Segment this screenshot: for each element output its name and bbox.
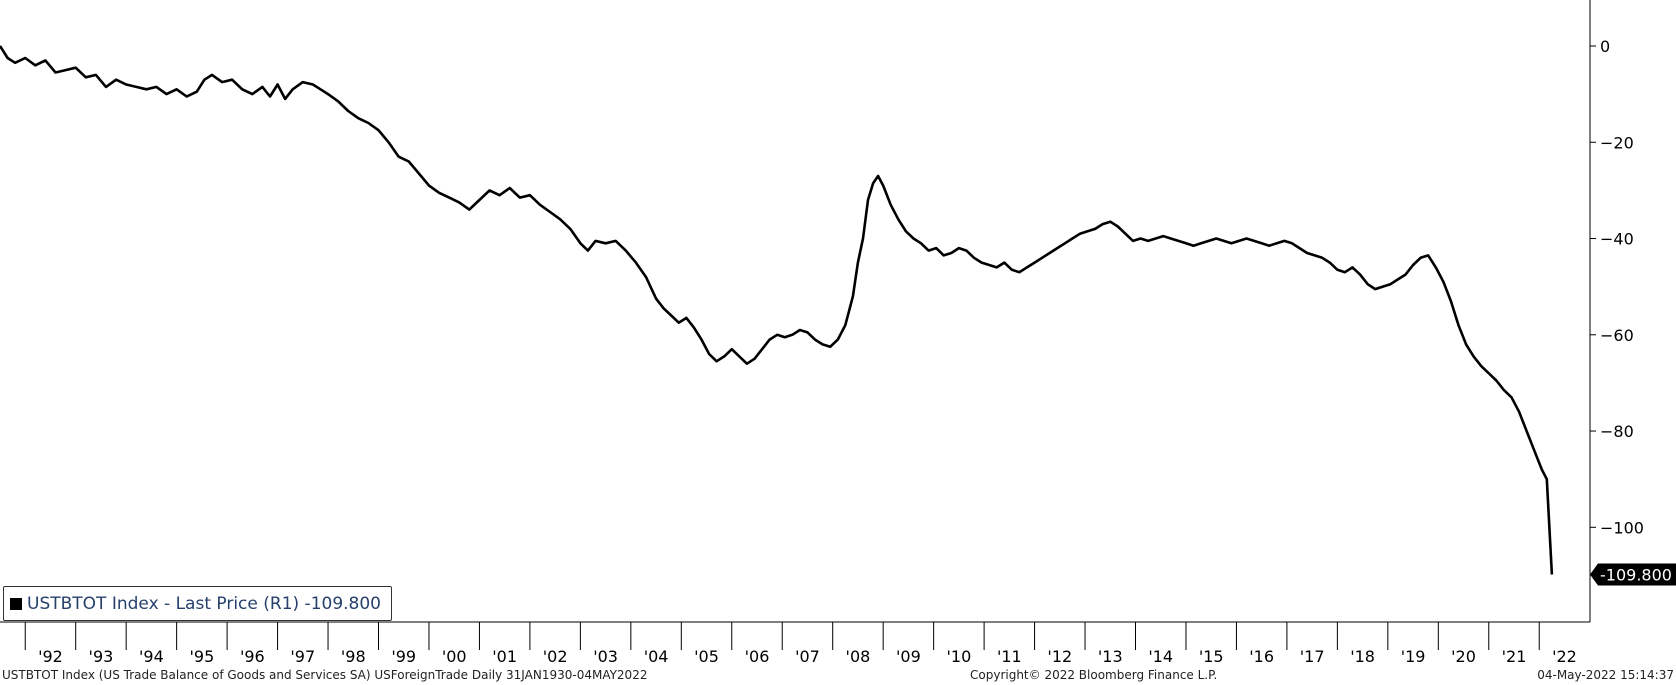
x-tick-label: '18 [1350,647,1375,666]
x-tick-label: '03 [593,647,618,666]
x-tick-label: '17 [1300,647,1325,666]
legend-series-label: USTBTOT Index - Last Price (R1) -109.800 [27,593,381,614]
y-tick-label: −60 [1600,326,1634,345]
x-tick-label: '06 [745,647,770,666]
x-tick-label: '12 [1047,647,1072,666]
x-tick-label: '97 [290,647,315,666]
x-tick-label: '15 [1199,647,1224,666]
x-tick-label: '07 [795,647,820,666]
x-tick-label: '00 [442,647,467,666]
y-axis: 0 −20 −40 −60 −80 −100 -109.800 [1589,0,1676,622]
y-tick-label: −80 [1600,422,1634,441]
y-tick-label: 0 [1600,37,1610,56]
x-tick-label: '11 [997,647,1022,666]
legend-swatch [10,597,22,610]
x-tick-label: '02 [543,647,568,666]
x-tick-label: '99 [391,647,416,666]
x-tick-label: '21 [1502,647,1527,666]
x-tick-label: '16 [1249,647,1274,666]
last-value-tag [1590,563,1676,586]
x-axis: '92 '93 '94 '95 '96 '97 '98 '99 '00 '01 '02 '03 '04 '… [0,621,1590,666]
footer-timestamp: 04-May-2022 15:14:37 [1537,668,1674,682]
x-tick-label: '94 [139,647,164,666]
footer-source: USTBTOT Index (US Trade Balance of Goods… [2,668,648,682]
x-tick-label: '09 [896,647,921,666]
x-tick-label: '10 [946,647,971,666]
y-tick-label: −40 [1600,230,1634,249]
x-tick-label: '20 [1451,647,1476,666]
x-tick-label: '04 [644,647,669,666]
x-tick-label: '05 [694,647,719,666]
legend: USTBTOT Index - Last Price (R1) -109.800 [3,586,392,621]
y-tick-label: −20 [1600,133,1634,152]
x-tick-label: '14 [1148,647,1173,666]
x-tick-label: '98 [341,647,366,666]
x-tick-label: '93 [89,647,114,666]
y-tick-label: −100 [1600,518,1644,537]
series-line-0 [0,45,1554,575]
plot-area [0,45,1554,575]
x-tick-label: '08 [846,647,871,666]
x-tick-label: '19 [1401,647,1426,666]
x-tick-label: '95 [189,647,214,666]
x-tick-label: '01 [492,647,517,666]
footer-copyright: Copyright© 2022 Bloomberg Finance L.P. [970,668,1218,682]
x-tick-label: '96 [240,647,265,666]
x-tick-label: '22 [1552,647,1577,666]
x-tick-label: '92 [38,647,63,666]
last-value-label: -109.800 [1600,565,1672,584]
x-tick-label: '13 [1098,647,1123,666]
